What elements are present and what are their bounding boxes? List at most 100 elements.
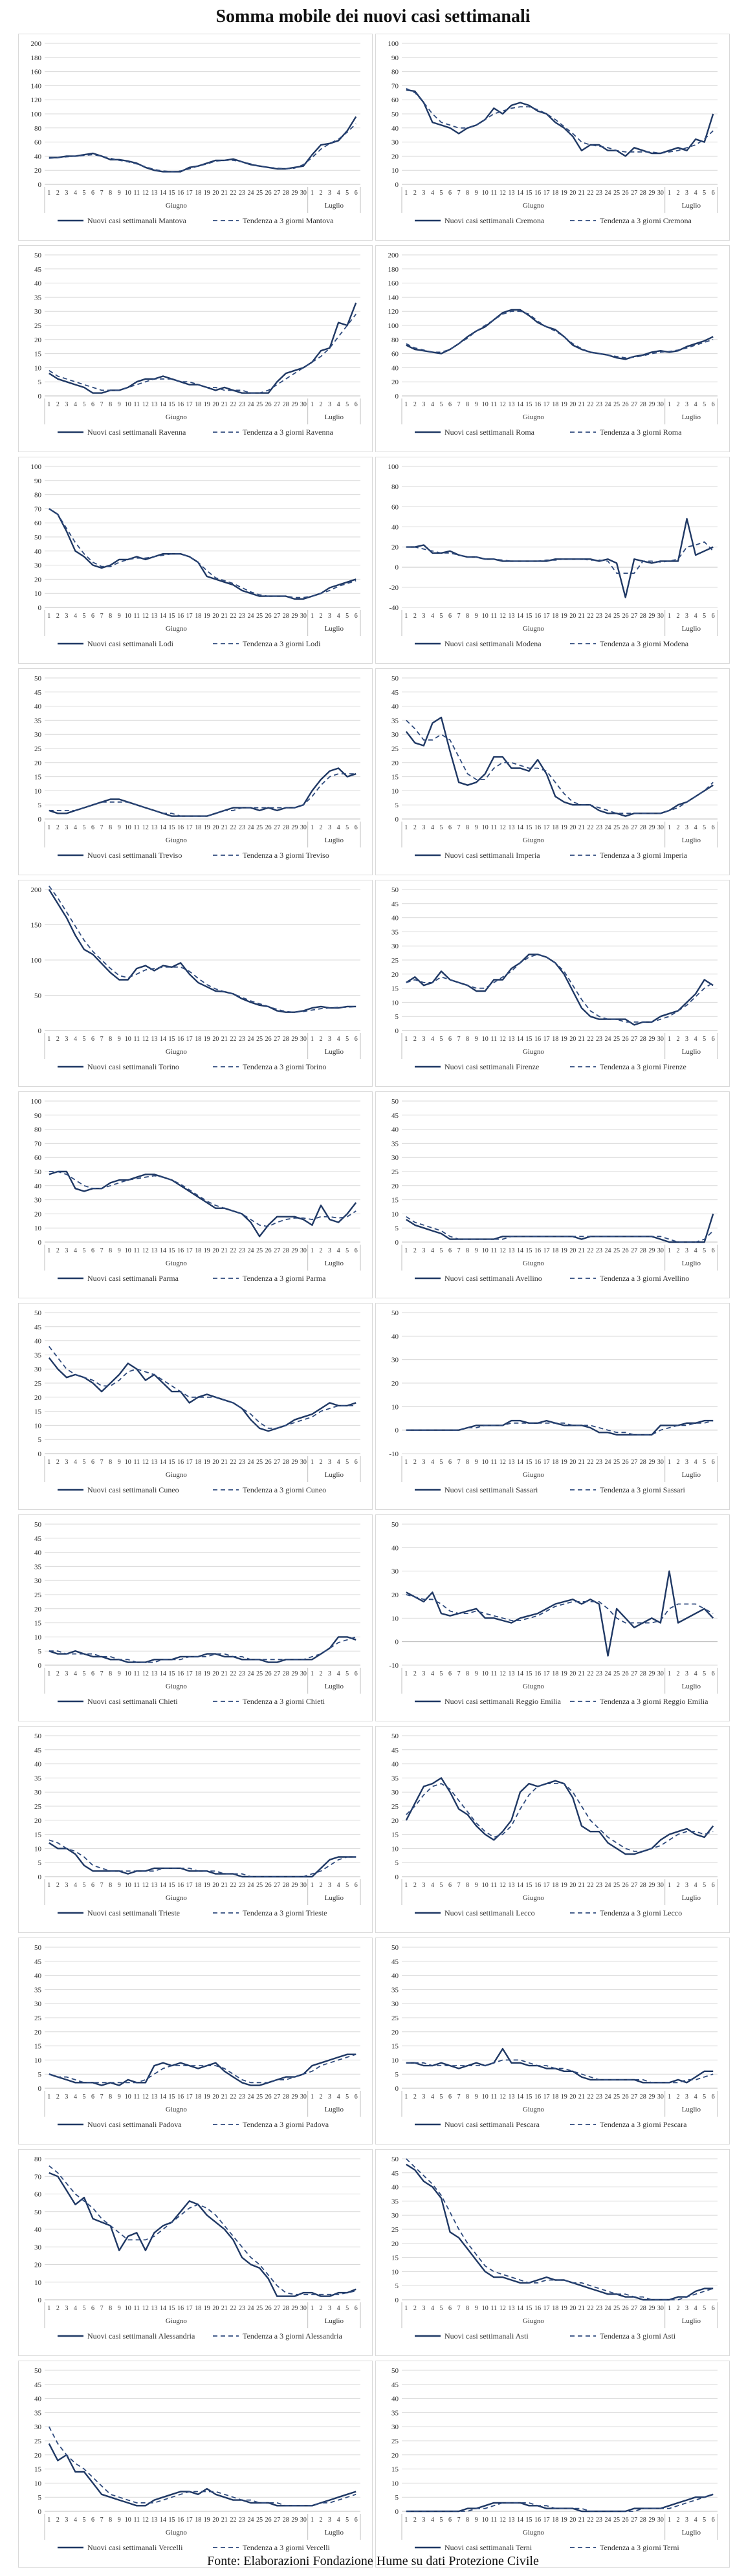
x-tick-label: 25: [256, 2093, 263, 2101]
x-tick-label: 23: [239, 1670, 245, 1677]
x-tick-label: 2: [320, 401, 323, 408]
x-tick-label: 22: [230, 2093, 236, 2101]
x-tick-label: 11: [134, 1247, 140, 1254]
x-tick-label: 4: [431, 1459, 434, 1466]
x-tick-label: 11: [491, 1670, 498, 1677]
x-tick-label: 7: [457, 1670, 461, 1677]
x-tick-label: 25: [613, 824, 620, 831]
y-tick-label: 20: [391, 2452, 399, 2460]
y-tick-label: 100: [388, 322, 399, 330]
x-tick-label: 29: [291, 2516, 298, 2524]
y-tick-label: 10: [391, 167, 399, 175]
x-tick-label: 7: [100, 824, 104, 831]
series-line-trend: [406, 1783, 714, 1852]
x-tick-label: 1: [668, 401, 671, 408]
y-tick-label: 30: [34, 1197, 42, 1205]
x-tick-label: 7: [100, 190, 104, 197]
y-tick-label: 50: [34, 2209, 42, 2216]
series-line-new-cases: [406, 309, 714, 360]
y-tick-label: 35: [391, 717, 399, 725]
x-tick-label: 8: [109, 1247, 112, 1254]
y-tick-label: -10: [389, 1662, 399, 1670]
x-tick-label: 29: [291, 1882, 298, 1889]
x-tick-label: 12: [142, 1882, 149, 1889]
x-tick-label: 5: [703, 1247, 706, 1254]
y-tick-label: 5: [395, 2282, 399, 2290]
x-tick-label: 9: [118, 824, 121, 831]
x-tick-label: 2: [677, 401, 680, 408]
x-tick-label: 2: [56, 2516, 60, 2524]
x-tick-label: 5: [440, 190, 443, 197]
y-tick-label: 20: [391, 1591, 399, 1599]
x-tick-label: 17: [186, 1670, 193, 1677]
x-tick-label: 2: [413, 2093, 417, 2101]
x-tick-label: 10: [482, 1882, 488, 1889]
legend-label-trend: Tendenza a 3 giorni Cuneo: [243, 1485, 326, 1494]
x-tick-label: 27: [631, 824, 637, 831]
chart-panel-23: 0 5 10 15 20 25 30 35 40 45 50 1 2 3 4 5 6 7 8 9 10 11 12 13 14 1…: [375, 2361, 730, 2568]
legend-label-trend: Tendenza a 3 giorni Terni: [600, 2543, 679, 2552]
x-tick-label: 26: [622, 1670, 629, 1677]
x-tick-label: 13: [508, 1459, 514, 1466]
x-tick-label: 22: [230, 613, 236, 620]
x-tick-label: 27: [274, 824, 280, 831]
y-tick-label: 15: [391, 2043, 399, 2051]
x-tick-label: 8: [109, 1670, 112, 1677]
x-tick-label: 30: [300, 2516, 307, 2524]
x-tick-label: 1: [668, 1036, 671, 1043]
x-tick-label: 12: [499, 2093, 506, 2101]
chart-panel-4: 0 10 20 30 40 50 60 70 80 90 100 1 2 3 4 5 6 7 8 9 10 11 12 13 1…: [18, 457, 373, 664]
series-line-new-cases: [406, 1570, 714, 1657]
y-tick-label: 15: [34, 2466, 42, 2474]
x-tick-label: 24: [605, 2305, 611, 2312]
y-tick-label: 50: [391, 1944, 399, 1952]
x-tick-label: 13: [508, 190, 514, 197]
y-tick-label: 45: [391, 2381, 399, 2389]
x-tick-label: 25: [613, 1882, 620, 1889]
legend-label-new-cases: Nuovi casi settimanali Chieti: [87, 1697, 178, 1706]
x-tick-label: 1: [47, 613, 50, 620]
y-tick-label: 30: [391, 2212, 399, 2220]
y-tick-label: 60: [34, 2191, 42, 2199]
month-label: Giugno: [166, 1048, 188, 1056]
x-tick-label: 20: [569, 2305, 576, 2312]
x-tick-label: 10: [125, 2093, 131, 2101]
x-tick-label: 19: [204, 1670, 210, 1677]
x-tick-label: 28: [283, 824, 289, 831]
y-tick-label: 40: [34, 1549, 42, 1557]
x-tick-label: 27: [274, 2093, 280, 2101]
x-tick-label: 28: [640, 1882, 646, 1889]
series-line-trend: [406, 2493, 714, 2512]
x-tick-label: 17: [543, 2516, 550, 2524]
series-line-trend: [49, 508, 357, 598]
x-tick-label: 24: [248, 613, 254, 620]
x-tick-label: 23: [239, 1459, 245, 1466]
chart-panel-13: -10 0 10 20 30 40 50 1 2 3 4 5 6 7 8 9 10 11 12 13 14 15 16 17 1…: [375, 1303, 730, 1510]
y-tick-label: 0: [38, 1027, 42, 1035]
x-tick-label: 22: [230, 401, 236, 408]
x-tick-label: 4: [431, 613, 434, 620]
x-tick-label: 24: [248, 1882, 254, 1889]
y-tick-label: 20: [34, 1210, 42, 1218]
x-tick-label: 2: [320, 1459, 323, 1466]
x-tick-label: 6: [91, 1882, 94, 1889]
x-tick-label: 27: [631, 1882, 637, 1889]
x-tick-label: 1: [47, 1036, 50, 1043]
x-tick-label: 9: [475, 2516, 478, 2524]
x-tick-label: 15: [169, 2516, 175, 2524]
x-tick-label: 3: [328, 1670, 331, 1677]
y-tick-label: 20: [34, 167, 42, 175]
x-tick-label: 27: [274, 613, 280, 620]
x-tick-label: 21: [578, 1247, 585, 1254]
x-tick-label: 8: [466, 1459, 469, 1466]
y-tick-label: 45: [34, 1958, 42, 1966]
x-tick-label: 2: [320, 1247, 323, 1254]
x-tick-label: 6: [448, 1882, 452, 1889]
x-tick-label: 5: [703, 2516, 706, 2524]
y-tick-label: 35: [34, 1563, 42, 1571]
y-tick-label: 15: [34, 1408, 42, 1416]
series-line-trend: [49, 1839, 357, 1877]
x-tick-label: 7: [457, 401, 461, 408]
